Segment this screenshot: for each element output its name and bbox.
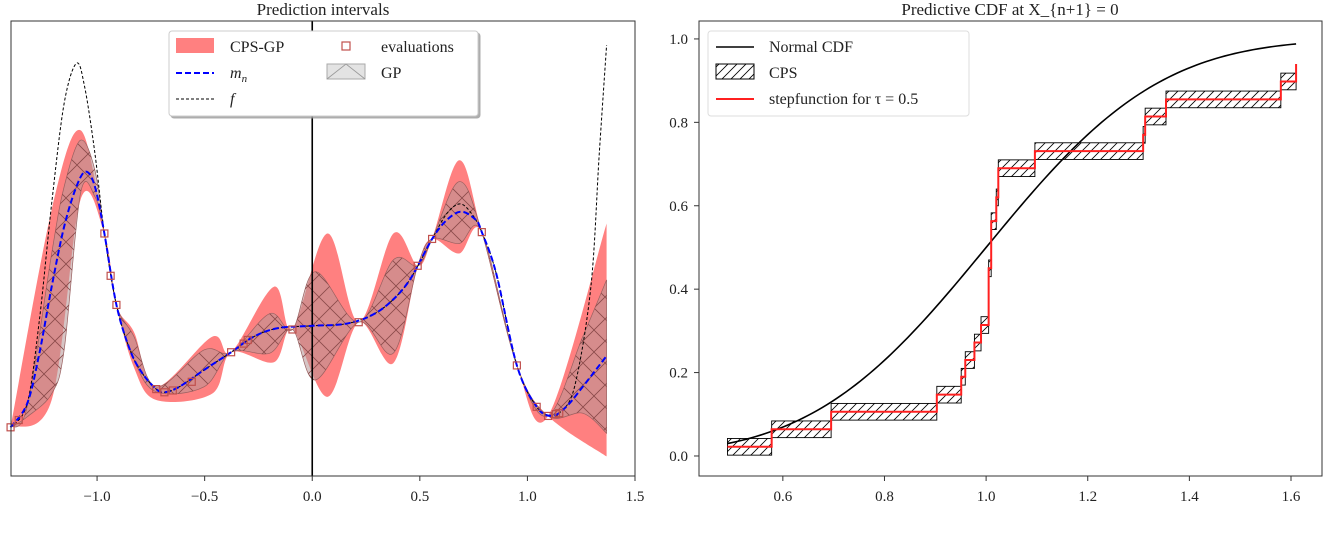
evaluation-point: [152, 384, 161, 394]
right-legend: Normal CDF CPS stepfunction for τ = 0.5: [707, 30, 970, 117]
legend-label-cps: CPS: [769, 65, 797, 82]
legend-swatch-gp: [326, 63, 366, 80]
evaluation-point: [168, 386, 177, 395]
legend-label-evaluations: evaluations: [381, 39, 454, 56]
evaluation-point: [112, 300, 121, 310]
evaluation-point: [477, 228, 486, 237]
x-tick-label: 1.2: [1078, 489, 1097, 505]
evaluation-point: [555, 409, 564, 418]
legend-label-mean: mn: [230, 65, 248, 85]
legend-box: [168, 30, 479, 117]
stepfunction-line: [727, 63, 1298, 448]
x-tick-label: 0.0: [303, 489, 322, 505]
legend-swatch-cps-gp: [176, 38, 214, 53]
legend-label-f: f: [230, 91, 237, 108]
legend-swatch-evaluations: [341, 41, 351, 51]
evaluation-point: [532, 402, 541, 411]
y-tick-label: 0.6: [669, 199, 688, 215]
x-tick-label: 0.6: [773, 489, 792, 505]
right-plot-title: Predictive CDF at X_{n+1} = 0: [901, 0, 1118, 19]
x-tick-label: 1.5: [626, 489, 645, 505]
normal-cdf-line: [727, 43, 1297, 445]
legend-label-step: stepfunction for τ = 0.5: [769, 91, 918, 108]
legend-swatch-cps: [715, 63, 755, 80]
legend-label-cps-gp: CPS-GP: [230, 39, 284, 56]
x-tick-label: −1.0: [83, 489, 110, 505]
legend-label-gp: GP: [381, 65, 402, 82]
right-axes-frame: [698, 20, 1323, 477]
x-tick-label: 1.4: [1180, 489, 1199, 505]
gp-band-hatch: [10, 139, 607, 434]
legend-label-normal-cdf: Normal CDF: [769, 39, 853, 56]
evaluation-point: [512, 361, 521, 370]
legend-box: [707, 30, 970, 117]
predictive-cdf-plot: Predictive CDF at X_{n+1} = 0 0.6 0.8 1.0 1…: [669, 0, 1323, 505]
evaluation-point: [187, 377, 196, 386]
left-legend: CPS-GP mn f evaluations GP: [168, 30, 479, 117]
evaluation-point: [14, 415, 23, 425]
legend-gp-hatch: [326, 63, 366, 80]
prediction-intervals-plot: Prediction intervals −1.0 −0.5 0.0 0.5 1.0 1.…: [6, 0, 645, 505]
left-plot-title: Prediction intervals: [257, 0, 390, 19]
x-tick-label: 1.6: [1282, 489, 1301, 505]
evaluation-point: [288, 325, 297, 334]
x-tick-label: −0.5: [191, 489, 218, 505]
evaluation-point: [243, 335, 252, 345]
evaluation-point: [106, 271, 115, 280]
x-tick-label: 0.8: [875, 489, 894, 505]
evaluation-point: [227, 348, 236, 357]
y-tick-label: 0.8: [669, 115, 688, 131]
y-tick-label: 0.4: [669, 282, 688, 298]
x-tick-label: 1.0: [518, 489, 537, 505]
y-tick-label: 0.2: [669, 366, 688, 382]
evaluation-point: [543, 411, 553, 421]
evaluation-point: [354, 318, 363, 327]
x-tick-label: 0.5: [410, 489, 429, 505]
left-axes-frame: [10, 20, 636, 477]
evaluation-point: [427, 234, 437, 244]
y-tick-label: 1.0: [669, 32, 688, 48]
mean-mn-line: [9, 170, 608, 428]
y-tick-label: 0.0: [669, 449, 688, 465]
evaluation-point: [160, 388, 169, 397]
evaluation-point: [100, 229, 109, 238]
x-tick-label: 1.0: [977, 489, 996, 505]
evaluation-point: [413, 261, 422, 270]
